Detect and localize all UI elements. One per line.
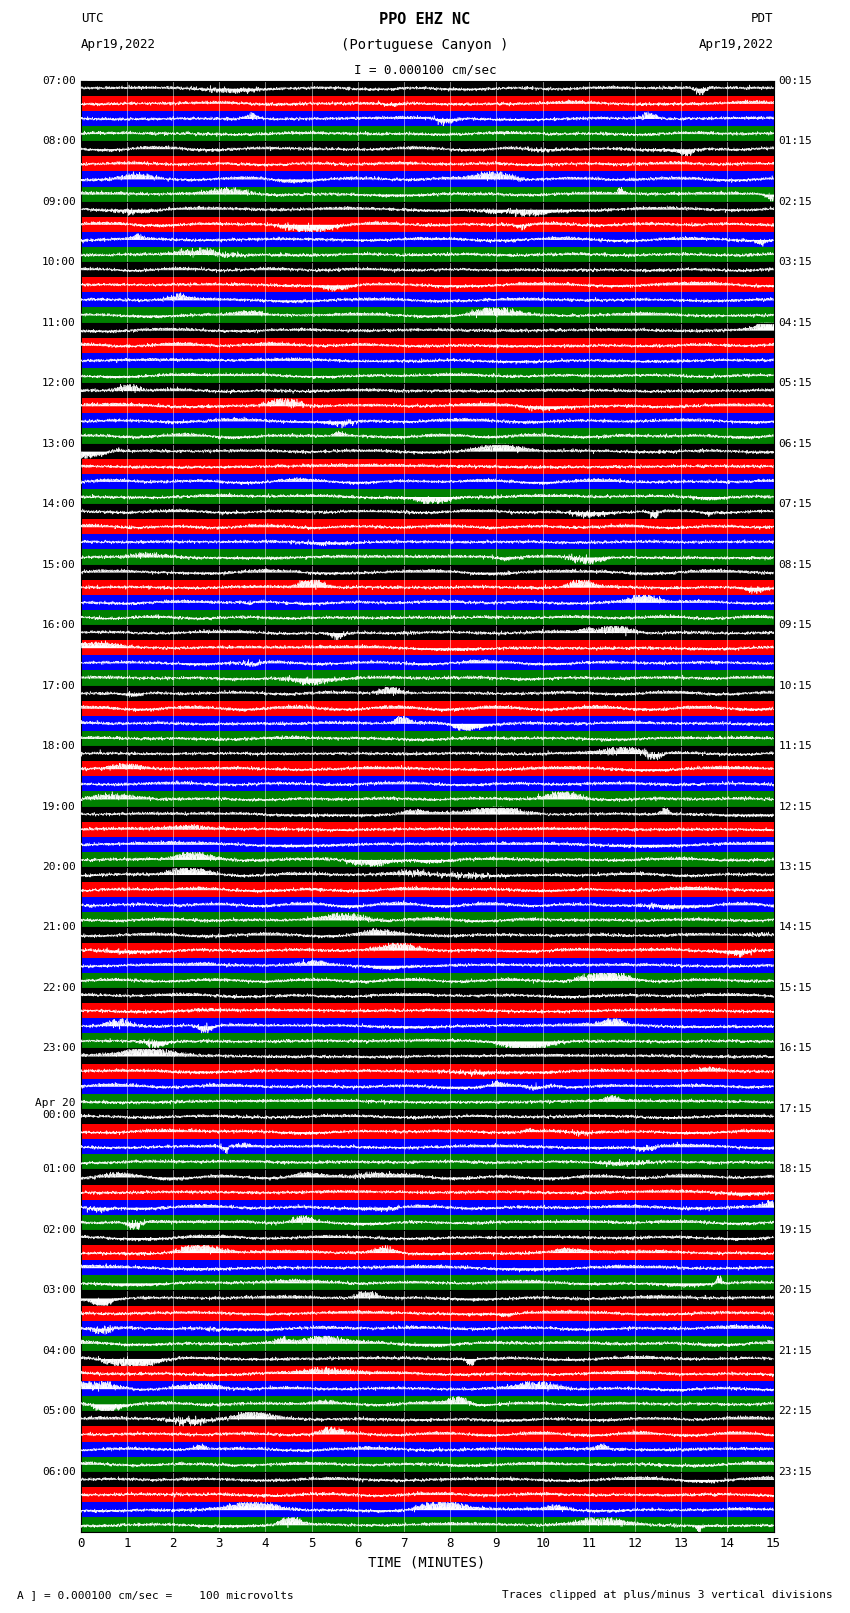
Text: PDT: PDT bbox=[751, 11, 774, 26]
Text: UTC: UTC bbox=[81, 11, 103, 26]
Text: I = 0.000100 cm/sec: I = 0.000100 cm/sec bbox=[354, 65, 496, 77]
Text: A ] = 0.000100 cm/sec =    100 microvolts: A ] = 0.000100 cm/sec = 100 microvolts bbox=[17, 1590, 294, 1600]
X-axis label: TIME (MINUTES): TIME (MINUTES) bbox=[369, 1557, 485, 1569]
Text: Apr19,2022: Apr19,2022 bbox=[81, 37, 156, 52]
Text: (Portuguese Canyon ): (Portuguese Canyon ) bbox=[341, 37, 509, 52]
Text: Traces clipped at plus/minus 3 vertical divisions: Traces clipped at plus/minus 3 vertical … bbox=[502, 1590, 833, 1600]
Text: Apr19,2022: Apr19,2022 bbox=[699, 37, 774, 52]
Text: PPO EHZ NC: PPO EHZ NC bbox=[379, 11, 471, 27]
